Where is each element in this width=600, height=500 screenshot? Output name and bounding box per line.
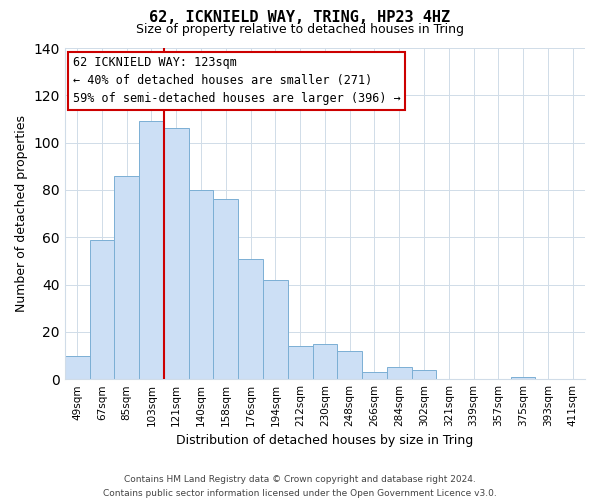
Bar <box>89 240 115 379</box>
Text: Size of property relative to detached houses in Tring: Size of property relative to detached ho… <box>136 22 464 36</box>
Bar <box>362 372 387 379</box>
Bar <box>65 356 89 379</box>
Bar <box>188 190 214 379</box>
Bar <box>288 346 313 379</box>
Bar <box>164 128 188 379</box>
Bar <box>313 344 337 379</box>
Y-axis label: Number of detached properties: Number of detached properties <box>15 115 28 312</box>
X-axis label: Distribution of detached houses by size in Tring: Distribution of detached houses by size … <box>176 434 473 448</box>
Bar <box>238 258 263 379</box>
Text: 62, ICKNIELD WAY, TRING, HP23 4HZ: 62, ICKNIELD WAY, TRING, HP23 4HZ <box>149 10 451 25</box>
Text: Contains HM Land Registry data © Crown copyright and database right 2024.
Contai: Contains HM Land Registry data © Crown c… <box>103 476 497 498</box>
Bar <box>511 377 535 379</box>
Bar <box>263 280 288 379</box>
Bar <box>139 122 164 379</box>
Bar <box>412 370 436 379</box>
Bar <box>214 200 238 379</box>
Bar <box>115 176 139 379</box>
Bar <box>387 368 412 379</box>
Text: 62 ICKNIELD WAY: 123sqm
← 40% of detached houses are smaller (271)
59% of semi-d: 62 ICKNIELD WAY: 123sqm ← 40% of detache… <box>73 56 400 106</box>
Bar <box>337 351 362 379</box>
